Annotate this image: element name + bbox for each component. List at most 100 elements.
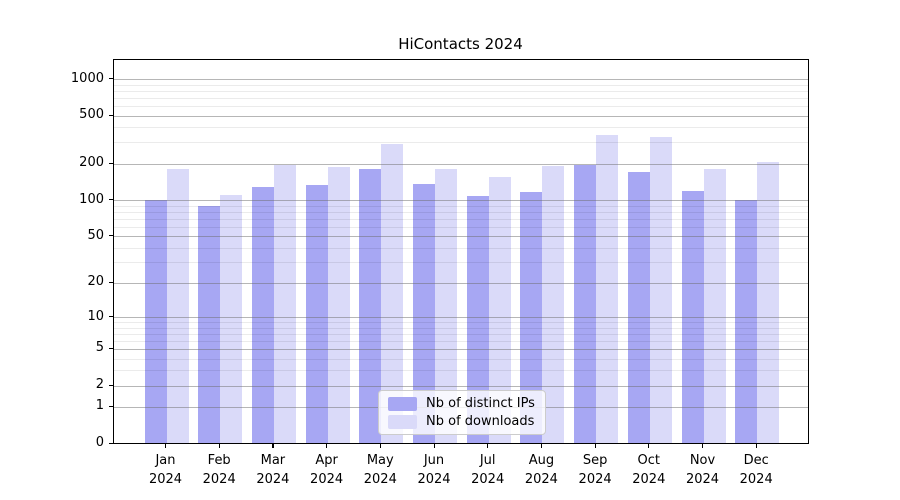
gridline-major-50: [114, 236, 808, 238]
gridline-major-1000: [114, 79, 808, 81]
x-tick-mark-jun-2024: [433, 444, 435, 448]
bar-nb-of-distinct-ips-nov-2024: [681, 190, 704, 443]
y-tick-label-10: 10: [87, 308, 104, 324]
x-tick-mark-mar-2024: [272, 444, 274, 448]
gridline-minor-300: [114, 142, 808, 144]
x-tick-mark-oct-2024: [648, 444, 650, 448]
x-tick-label-mar-2024: Mar 2024: [256, 453, 290, 487]
x-tick-label-jun-2024: Jun 2024: [417, 453, 451, 487]
bar-nb-of-downloads-may-2024: [381, 143, 404, 443]
y-tick-mark-10: [109, 316, 113, 318]
gridline-minor-60: [114, 226, 808, 228]
bar-nb-of-downloads-apr-2024: [327, 167, 350, 443]
gridline-minor-6: [114, 340, 808, 342]
bar-nb-of-downloads-jun-2024: [435, 168, 457, 443]
bar-nb-of-downloads-dec-2024: [757, 161, 780, 443]
gridline-minor-7: [114, 333, 808, 335]
y-tick-label-200: 200: [79, 155, 104, 171]
bar-nb-of-downloads-jul-2024: [488, 176, 511, 443]
gridline-minor-900: [114, 84, 808, 86]
y-tick-label-1: 1: [95, 398, 104, 414]
y-tick-mark-200: [109, 162, 113, 164]
gridline-minor-90: [114, 205, 808, 207]
y-tick-label-2: 2: [95, 377, 104, 393]
x-tick-mark-feb-2024: [218, 444, 220, 448]
bar-nb-of-downloads-nov-2024: [703, 168, 726, 443]
gridline-minor-70: [114, 218, 808, 220]
bar-nb-of-distinct-ips-oct-2024: [627, 172, 650, 443]
legend-item-distinct-ips: Nb of distinct IPs: [388, 396, 535, 411]
gridline-minor-9: [114, 322, 808, 324]
x-tick-mark-sep-2024: [594, 444, 596, 448]
y-tick-label-100: 100: [79, 191, 104, 207]
bar-nb-of-distinct-ips-apr-2024: [305, 184, 328, 443]
legend-swatch-distinct-ips: [388, 396, 417, 411]
gridline-major-2: [114, 385, 808, 387]
x-tick-label-may-2024: May 2024: [363, 453, 397, 487]
x-tick-mark-dec-2024: [755, 444, 757, 448]
gridline-minor-800: [114, 90, 808, 92]
y-tick-mark-50: [109, 235, 113, 237]
gridline-major-500: [114, 115, 808, 117]
x-tick-label-apr-2024: Apr 2024: [310, 453, 344, 487]
bar-nb-of-distinct-ips-mar-2024: [251, 186, 274, 443]
gridline-minor-8: [114, 327, 808, 329]
gridline-major-100: [114, 200, 808, 202]
gridline-minor-600: [114, 105, 808, 107]
bar-nb-of-distinct-ips-sep-2024: [574, 165, 597, 443]
gridline-minor-40: [114, 247, 808, 249]
bar-nb-of-distinct-ips-feb-2024: [198, 205, 221, 443]
bar-nb-of-distinct-ips-jul-2024: [466, 195, 489, 443]
legend-item-downloads: Nb of downloads: [388, 414, 535, 429]
y-tick-mark-20: [109, 281, 113, 284]
gridline-minor-4: [114, 358, 808, 360]
x-tick-mark-may-2024: [379, 444, 381, 448]
x-tick-mark-jan-2024: [165, 444, 167, 448]
x-tick-mark-nov-2024: [702, 444, 704, 448]
y-tick-mark-100: [109, 199, 113, 201]
bar-nb-of-downloads-oct-2024: [649, 136, 672, 443]
plot-area: Nb of distinct IPs Nb of downloads: [113, 59, 809, 444]
y-tick-label-0: 0: [95, 435, 104, 450]
gridline-minor-80: [114, 211, 808, 213]
y-tick-label-1000: 1000: [70, 70, 104, 86]
bar-nb-of-downloads-jan-2024: [166, 169, 189, 443]
chart-title: HiContacts 2024: [398, 35, 523, 53]
y-tick-mark-500: [109, 114, 113, 116]
y-tick-mark-1000: [109, 78, 113, 80]
y-tick-mark-5: [109, 347, 113, 350]
bar-nb-of-distinct-ips-jan-2024: [144, 199, 167, 443]
x-tick-label-nov-2024: Nov 2024: [685, 453, 720, 487]
gridline-major-5: [114, 348, 808, 350]
gridline-minor-3: [114, 370, 808, 372]
bar-nb-of-downloads-aug-2024: [542, 166, 565, 443]
y-tick-mark-2: [109, 384, 113, 386]
y-tick-label-5: 5: [95, 340, 104, 356]
x-tick-label-feb-2024: Feb 2024: [202, 453, 236, 487]
bar-nb-of-downloads-mar-2024: [273, 165, 296, 443]
bar-nb-of-distinct-ips-jun-2024: [413, 183, 435, 443]
bar-nb-of-distinct-ips-dec-2024: [735, 200, 758, 443]
y-tick-label-500: 500: [79, 107, 104, 123]
bar-nb-of-downloads-sep-2024: [596, 135, 619, 443]
bar-nb-of-distinct-ips-may-2024: [359, 168, 382, 443]
x-tick-label-aug-2024: Aug 2024: [524, 453, 558, 487]
x-tick-mark-apr-2024: [326, 444, 328, 448]
x-tick-label-sep-2024: Sep 2024: [578, 453, 612, 487]
y-tick-mark-1: [109, 405, 113, 408]
legend-label-distinct-ips: Nb of distinct IPs: [426, 396, 535, 411]
y-tick-label-50: 50: [87, 227, 104, 243]
gridline-minor-30: [114, 262, 808, 264]
x-tick-mark-jul-2024: [487, 444, 489, 448]
y-tick-label-20: 20: [87, 274, 104, 290]
legend-label-downloads: Nb of downloads: [426, 414, 535, 429]
gridline-major-200: [114, 163, 808, 165]
y-tick-mark-0: [109, 442, 113, 444]
x-tick-label-jan-2024: Jan 2024: [148, 453, 183, 487]
x-tick-label-jul-2024: Jul 2024: [471, 453, 505, 487]
x-tick-mark-aug-2024: [540, 444, 543, 448]
x-tick-label-oct-2024: Oct 2024: [632, 453, 666, 487]
x-tick-label-dec-2024: Dec 2024: [739, 453, 773, 487]
gridline-major-10: [114, 317, 808, 319]
